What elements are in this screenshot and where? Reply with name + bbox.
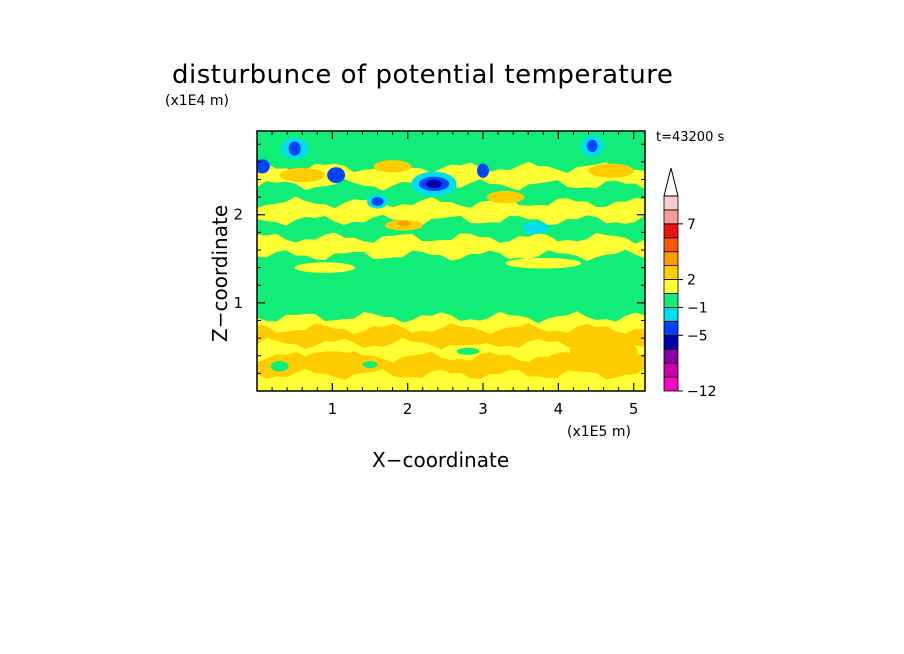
contour-cell [327, 167, 346, 184]
contour-band [257, 178, 645, 209]
colorbar-swatch [663, 237, 679, 253]
contour-cell [294, 262, 355, 273]
contour-cell [587, 139, 598, 153]
y-tick-label: 2 [233, 206, 243, 224]
colorbar-swatch [663, 265, 679, 280]
colorbar-swatch [663, 320, 679, 336]
x-tick-label: 3 [478, 400, 488, 418]
x-tick-label: 4 [554, 400, 564, 418]
contour-band [257, 195, 645, 226]
contour-band [257, 336, 645, 363]
contour-cell [397, 220, 410, 227]
colorbar-swatch [663, 279, 679, 294]
contour-cell [486, 190, 525, 204]
contour-cell [426, 179, 442, 189]
contour-cell [279, 168, 325, 183]
colorbar-tick-label: 7 [687, 217, 696, 233]
colorbar-swatch [663, 306, 679, 322]
colorbar-swatch [663, 223, 679, 239]
contour-band [257, 310, 645, 335]
contour-cell [371, 197, 384, 206]
colorbar-swatch [663, 348, 679, 364]
axes: 1 2 3 4 5 1 2 [233, 131, 645, 418]
contour-cell [505, 257, 581, 269]
contour-cell [270, 361, 289, 372]
chart-title: disturbunce of potential temperature [172, 60, 674, 90]
contour-band [257, 131, 645, 173]
contour-cell [477, 163, 489, 178]
x-axis-label: X−coordinate [372, 448, 510, 472]
time-annotation: t=43200 s [656, 130, 725, 145]
colorbar-swatch [663, 195, 679, 211]
contour-field [257, 131, 645, 391]
colorbar: −12−5−127 [663, 167, 717, 400]
colorbar-swatch [663, 293, 679, 308]
contour-cell [456, 347, 480, 355]
colorbar-swatch [663, 334, 679, 350]
contour-cell [569, 338, 638, 365]
x-tick-label: 1 [328, 400, 338, 418]
colorbar-tick-label: −1 [687, 300, 708, 316]
contour-cell [362, 361, 378, 369]
x-axis-unit: (x1E5 m) [567, 424, 631, 440]
colorbar-swatch [663, 251, 679, 266]
colorbar-swatch [663, 376, 679, 392]
x-tick-label: 5 [629, 400, 639, 418]
colorbar-extend-arrow [663, 167, 679, 197]
contour-cell [422, 331, 499, 346]
colorbar-tick-label: 2 [687, 273, 696, 289]
colorbar-tick-label: −5 [687, 328, 708, 344]
colorbar-swatch [663, 209, 679, 225]
plot-frame [256, 130, 646, 392]
x-tick-label: 2 [403, 400, 413, 418]
contour-band [257, 231, 645, 262]
contour-cell [522, 221, 550, 235]
z-axis-unit: (x1E4 m) [165, 93, 229, 109]
colorbar-swatch [663, 362, 679, 378]
contour-cell [257, 159, 270, 174]
y-tick-label: 1 [233, 294, 243, 312]
colorbar-tick-label: −12 [687, 384, 717, 400]
contour-cell [588, 163, 634, 178]
contour-cell [373, 160, 412, 173]
contour-cell [288, 141, 301, 156]
contour-band [257, 160, 645, 191]
contour-cell [302, 351, 363, 370]
